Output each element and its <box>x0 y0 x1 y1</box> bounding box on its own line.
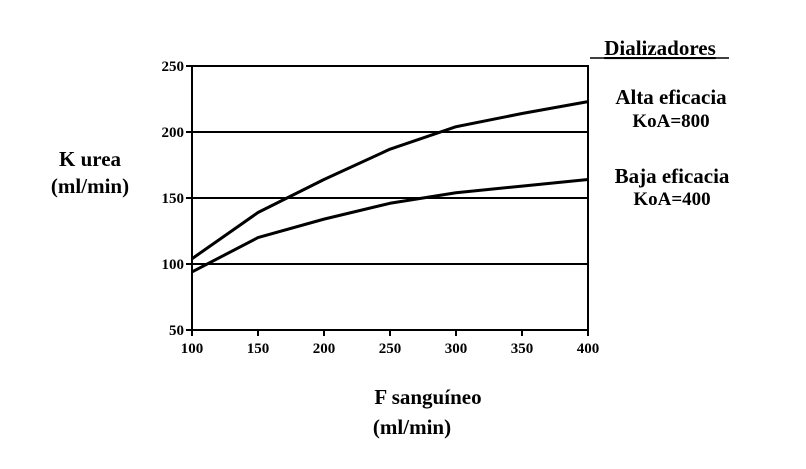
gridlines <box>192 132 588 264</box>
legend-title: Dializadores <box>604 36 716 60</box>
x-tick-label: 300 <box>445 341 468 357</box>
x-axis-label-line2: (ml/min) <box>373 415 451 439</box>
x-tick-label: 400 <box>577 341 600 357</box>
y-tick-label: 50 <box>169 323 184 339</box>
y-axis-label-line1: K urea <box>59 147 122 171</box>
x-tick-label: 150 <box>247 341 270 357</box>
legend-series-1-name: Alta eficacia <box>615 85 727 109</box>
x-axis-ticks: 100 150 200 250 300 350 400 <box>181 330 600 357</box>
legend-series-1-sublabel: KoA=800 <box>632 111 709 132</box>
y-axis-label-line2: (ml/min) <box>51 174 129 198</box>
x-tick-label: 200 <box>313 341 336 357</box>
series-line-1 <box>192 102 588 259</box>
y-axis-ticks: 250 200 150 100 50 <box>162 59 193 339</box>
y-tick-label: 200 <box>162 125 185 141</box>
x-tick-label: 100 <box>181 341 204 357</box>
y-tick-label: 150 <box>162 191 185 207</box>
legend-series-2-name: Baja eficacia <box>615 164 730 188</box>
x-axis-label-line1: F sanguíneo <box>374 385 481 409</box>
series-lines <box>192 102 588 272</box>
y-tick-label: 250 <box>162 59 185 75</box>
legend-series-2-sublabel: KoA=400 <box>633 189 710 210</box>
x-tick-label: 350 <box>511 341 534 357</box>
y-tick-label: 100 <box>162 257 185 273</box>
x-tick-label: 250 <box>379 341 402 357</box>
series-line-2 <box>192 180 588 272</box>
